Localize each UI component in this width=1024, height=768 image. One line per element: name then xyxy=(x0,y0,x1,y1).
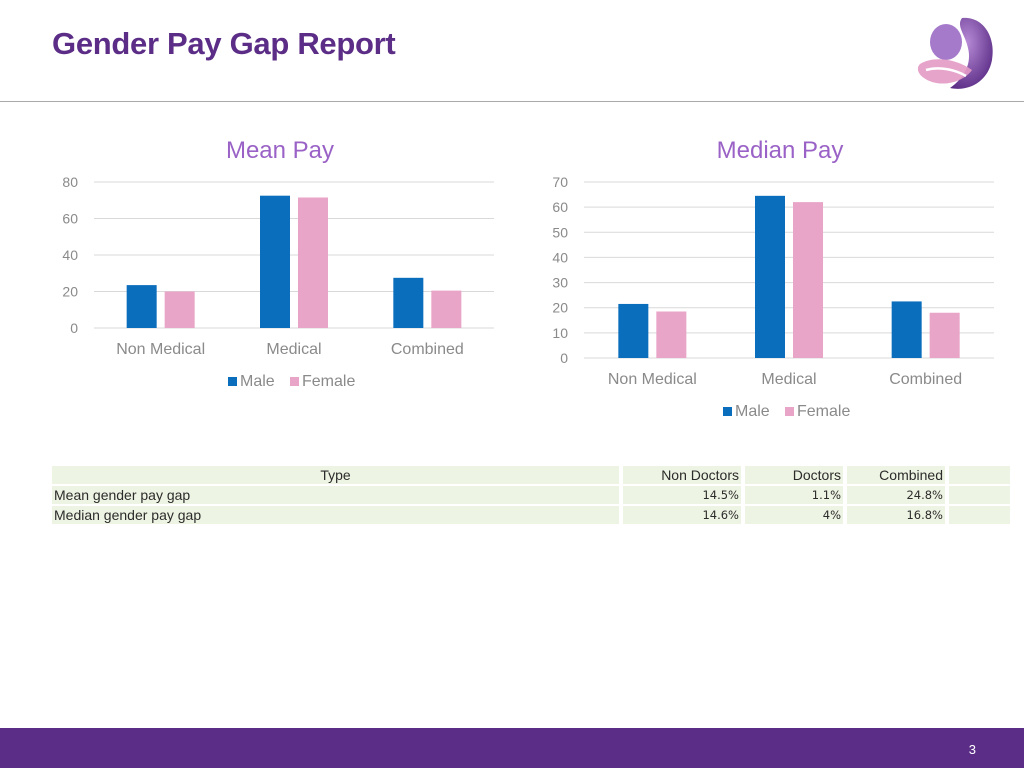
cell-doctors: 1.1% xyxy=(741,486,843,504)
bar-female-medical xyxy=(793,202,823,358)
y-tick-label: 0 xyxy=(70,320,78,336)
row-label: Median gender pay gap xyxy=(52,506,619,524)
bar-female-combined xyxy=(431,290,462,328)
legend-swatch-female xyxy=(785,407,794,416)
footer-bar: 3 xyxy=(0,728,1024,768)
median-pay-chart: Median Pay 0 10 20 30 40 50 60 70 Non Medical Med… xyxy=(552,130,1002,430)
median-pay-chart-svg: Median Pay 0 10 20 30 40 50 60 70 Non Medical Med… xyxy=(552,137,994,420)
y-tick-label: 20 xyxy=(62,284,78,300)
legend-label-male: Male xyxy=(240,373,275,390)
bar-male-non-medical xyxy=(126,285,157,328)
table-row: Median gender pay gap 14.6% 4% 16.8% xyxy=(52,506,1010,524)
x-tick-label: Combined xyxy=(391,341,464,358)
cell-doctors: 4% xyxy=(741,506,843,524)
legend-label-female: Female xyxy=(797,403,850,420)
table-row: Mean gender pay gap 14.5% 1.1% 24.8% xyxy=(52,486,1010,504)
bar-female-non-medical xyxy=(164,291,195,328)
y-tick-label: 70 xyxy=(552,174,568,190)
mean-pay-chart-svg: Mean Pay 0 20 40 60 80 Non Medical Medical Comb… xyxy=(62,137,494,390)
row-label: Mean gender pay gap xyxy=(52,486,619,504)
cell-combined: 24.8% xyxy=(843,486,945,504)
page-number: 3 xyxy=(968,742,976,757)
bar-female-medical xyxy=(298,197,328,328)
y-tick-label: 80 xyxy=(62,174,78,190)
y-tick-label: 0 xyxy=(560,350,568,366)
bar-male-medical xyxy=(755,195,785,358)
column-header-doctors: Doctors xyxy=(741,466,843,484)
bar-male-non-medical xyxy=(618,303,649,358)
bar-male-combined xyxy=(393,277,424,328)
x-tick-label: Non Medical xyxy=(608,371,697,388)
y-tick-label: 60 xyxy=(62,211,78,227)
column-header-combined: Combined xyxy=(843,466,945,484)
bar-male-medical xyxy=(260,195,290,328)
bar-female-combined xyxy=(929,312,960,358)
y-tick-label: 20 xyxy=(552,300,568,316)
legend-swatch-female xyxy=(290,377,299,386)
cell-non-doctors: 14.5% xyxy=(619,486,741,504)
y-tick-label: 10 xyxy=(552,325,568,341)
mean-pay-chart: Mean Pay 0 20 40 60 80 Non Medical Medical Comb… xyxy=(52,130,502,400)
x-tick-label: Medical xyxy=(266,341,321,358)
y-tick-label: 50 xyxy=(552,224,568,240)
chart-title: Mean Pay xyxy=(226,137,334,164)
legend-swatch-male xyxy=(723,407,732,416)
legend-swatch-male xyxy=(228,377,237,386)
legend-label-male: Male xyxy=(735,403,770,420)
cell-non-doctors: 14.6% xyxy=(619,506,741,524)
page-title: Gender Pay Gap Report xyxy=(52,26,396,61)
company-logo xyxy=(912,12,998,96)
chart-title: Median Pay xyxy=(717,137,844,164)
legend-label-female: Female xyxy=(302,373,355,390)
bar-female-non-medical xyxy=(656,311,687,358)
column-header-spacer xyxy=(945,466,1010,484)
header-divider xyxy=(0,101,1024,102)
y-tick-label: 40 xyxy=(62,247,78,263)
x-tick-label: Non Medical xyxy=(116,341,205,358)
column-header-non-doctors: Non Doctors xyxy=(619,466,741,484)
pay-gap-table: Type Non Doctors Doctors Combined Mean g… xyxy=(52,464,1010,526)
cell-spacer xyxy=(945,486,1010,504)
x-tick-label: Combined xyxy=(889,371,962,388)
y-tick-label: 30 xyxy=(552,275,568,291)
column-header-type: Type xyxy=(52,466,619,484)
x-tick-label: Medical xyxy=(761,371,816,388)
cell-spacer xyxy=(945,506,1010,524)
y-tick-label: 40 xyxy=(552,249,568,265)
y-tick-label: 60 xyxy=(552,199,568,215)
cell-combined: 16.8% xyxy=(843,506,945,524)
table-header-row: Type Non Doctors Doctors Combined xyxy=(52,466,1010,484)
bar-male-combined xyxy=(891,301,922,358)
